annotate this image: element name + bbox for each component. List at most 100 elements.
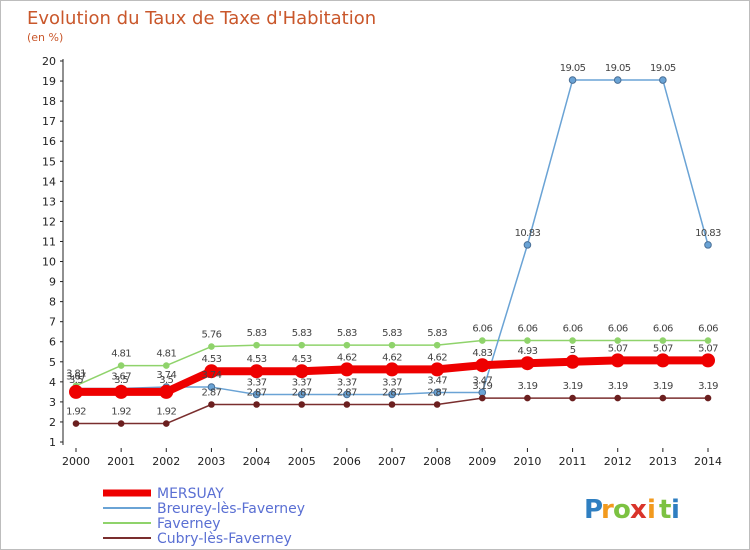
data-label: 1.92: [66, 407, 86, 418]
data-label: 2.87: [201, 388, 221, 399]
data-point: [298, 341, 306, 349]
brand-letter: r: [601, 495, 615, 525]
data-label: 3.47: [427, 375, 447, 386]
x-tick-label: 2001: [107, 455, 135, 468]
data-point: [659, 76, 667, 84]
y-tick-label: 4: [49, 376, 56, 389]
data-point: [701, 353, 715, 368]
data-label: 5: [570, 345, 576, 356]
data-point: [388, 401, 396, 408]
data-label: 4.62: [382, 352, 402, 363]
data-label: 3.37: [337, 377, 357, 388]
data-point: [294, 364, 309, 379]
data-point: [208, 343, 215, 350]
data-label: 3.19: [698, 381, 718, 392]
legend-label: Cubry-lès-Faverney: [157, 531, 292, 547]
data-point: [475, 358, 490, 373]
data-label: 4.83: [472, 348, 492, 359]
y-tick-label: 8: [49, 296, 56, 309]
data-label: 10.83: [695, 228, 721, 239]
x-tick-label: 2004: [243, 455, 271, 468]
y-tick-label: 16: [42, 135, 56, 148]
legend: MERSUAYBreurey-lès-FaverneyFaverneyCubry…: [103, 486, 305, 547]
data-label: 5.83: [292, 328, 312, 339]
data-point: [208, 401, 215, 408]
data-point: [704, 337, 712, 344]
data-point: [162, 420, 170, 427]
y-tick-label: 18: [42, 95, 56, 108]
chart-subtitle: (en %): [27, 31, 63, 44]
data-label: 3.67: [66, 371, 86, 382]
data-labels-layer: 3.81 4.81 4.81 5.76 5.83 5.83 5.83 5.83 5.83 6.06…: [66, 63, 722, 418]
data-point: [253, 401, 260, 408]
data-label: 3.74: [201, 370, 221, 381]
data-point: [614, 337, 622, 344]
x-tick-label: 2005: [288, 455, 316, 468]
chart-title: Evolution du Taux de Taxe d'Habitation: [27, 8, 376, 29]
data-label: 1.92: [111, 407, 131, 418]
data-label: 4.93: [517, 346, 537, 357]
data-point: [339, 362, 354, 377]
data-point: [478, 394, 486, 402]
data-label: 19.05: [560, 63, 586, 74]
data-point: [568, 76, 577, 84]
y-tick-label: 3: [49, 396, 56, 409]
data-label: 3.19: [608, 381, 628, 392]
data-label: 2.87: [337, 388, 357, 399]
data-label: 3.19: [563, 381, 583, 392]
data-label: 5.07: [653, 343, 673, 354]
data-label: 5.07: [698, 343, 718, 354]
y-tick-label: 20: [42, 55, 56, 68]
y-tick-label: 5: [49, 356, 56, 369]
data-point: [162, 362, 170, 369]
data-label: 3.19: [517, 381, 537, 392]
data-label: 4.81: [111, 349, 131, 360]
data-label: 3.5: [114, 375, 128, 386]
data-label: 19.05: [605, 63, 631, 74]
data-point: [659, 337, 667, 344]
data-label: 4.53: [201, 354, 221, 365]
data-label: 1.92: [156, 407, 176, 418]
y-tick-label: 9: [49, 276, 56, 289]
data-point: [117, 362, 125, 369]
series-layer: [69, 76, 715, 427]
data-point: [117, 420, 125, 427]
data-label: 19.05: [650, 63, 676, 74]
x-tick-label: 2007: [378, 455, 406, 468]
data-label: 4.53: [247, 354, 267, 365]
data-label: 3.81: [66, 369, 86, 380]
data-label: 6.06: [698, 324, 718, 335]
data-point: [69, 384, 83, 399]
data-point: [343, 390, 351, 399]
y-tick-label: 2: [49, 416, 56, 429]
data-label: 3.37: [247, 377, 267, 388]
x-tick-label: 2006: [333, 455, 361, 468]
x-tick-label: 2014: [694, 455, 722, 468]
data-label: 2.87: [247, 388, 267, 399]
data-label: 3.37: [382, 377, 402, 388]
brand-letter: x: [630, 495, 648, 525]
data-label: 3.19: [653, 381, 673, 392]
x-tick-label: 2009: [468, 455, 496, 468]
data-point: [72, 420, 80, 427]
x-tick-label: 2003: [197, 455, 225, 468]
x-tick-label: 2002: [152, 455, 180, 468]
data-label: 5.83: [247, 328, 267, 339]
data-point: [343, 341, 351, 349]
data-label: 6.06: [608, 324, 628, 335]
data-label: 2.87: [382, 388, 402, 399]
data-point: [207, 383, 216, 391]
data-point: [433, 341, 441, 349]
data-label: 6.06: [517, 324, 537, 335]
data-label: 3.5: [69, 375, 83, 386]
data-point: [253, 341, 260, 349]
data-label: 4.62: [337, 352, 357, 363]
data-point: [569, 394, 576, 402]
data-label: 2.87: [292, 388, 312, 399]
y-tick-label: 17: [42, 115, 56, 128]
data-label: 10.83: [515, 228, 541, 239]
data-label: 2.87: [427, 388, 447, 399]
